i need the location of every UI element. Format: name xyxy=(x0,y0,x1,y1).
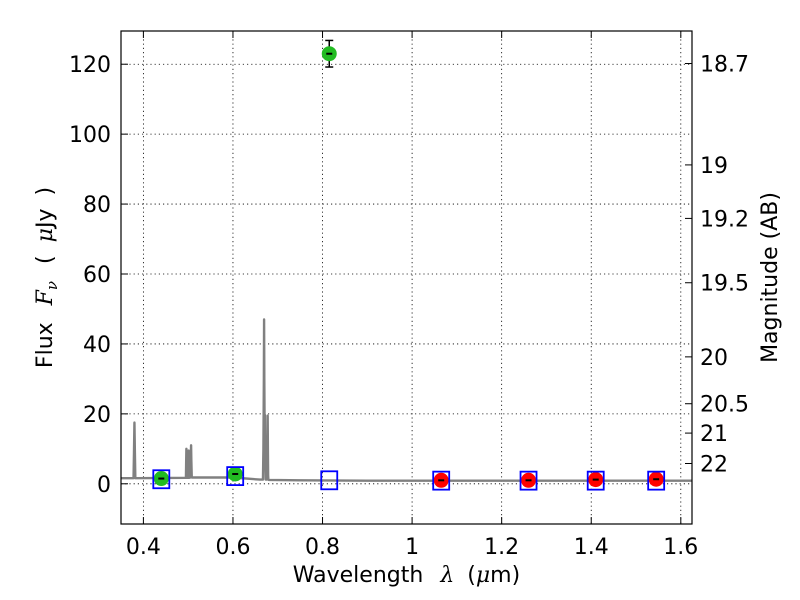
right-tick-label: 20 xyxy=(700,346,728,371)
model-square xyxy=(320,470,339,491)
right-axis-label: Magnitude (AB) xyxy=(758,192,783,363)
model-square xyxy=(152,469,171,490)
y-tick-label: 60 xyxy=(83,263,111,288)
y-axis-label-unit-open: ( xyxy=(33,255,58,264)
plot-frame xyxy=(120,30,693,525)
y-tick-label: 20 xyxy=(83,403,111,428)
y-axis-label-subscript: ν xyxy=(43,281,61,290)
right-tick-label: 22 xyxy=(700,453,728,478)
ticks: 0.4 0.6 0.8 1 1.2 1.4 1.6 0 20 40 60 80 100 120 18.7 19… xyxy=(69,31,749,560)
x-axis-label-unit-mu: μ xyxy=(476,563,490,588)
y-axis-label-symbol: F xyxy=(33,289,58,306)
grid xyxy=(121,31,692,524)
y-axis-label-unit-mu: μ xyxy=(33,228,58,242)
x-axis-label-word: Wavelength xyxy=(293,563,424,588)
x-tick-label: 1.6 xyxy=(663,535,698,560)
y-axis-label-unit-rest: Jy xyxy=(33,209,58,231)
plot-border xyxy=(120,30,693,525)
right-tick-label: 19.5 xyxy=(700,272,749,297)
x-tick-label: 0.6 xyxy=(215,535,250,560)
spectrum xyxy=(121,318,692,482)
right-tick-label: 19.2 xyxy=(700,207,749,232)
y-tick-label: 80 xyxy=(83,193,111,218)
model-square xyxy=(586,470,605,491)
y-tick-label: 0 xyxy=(97,473,111,498)
model-square xyxy=(647,470,666,491)
model-square xyxy=(519,470,538,491)
x-tick-label: 1.4 xyxy=(574,535,609,560)
model-square xyxy=(226,466,245,486)
y-axis-label-word: Flux xyxy=(33,322,58,368)
x-axis-label-unit-rest: m) xyxy=(490,563,520,588)
x-tick-label: 1.2 xyxy=(484,535,519,560)
spectrum-line xyxy=(121,318,692,482)
right-tick-label: 19 xyxy=(700,154,728,179)
x-tick-label: 0.8 xyxy=(305,535,340,560)
x-tick-label: 0.4 xyxy=(126,535,161,560)
right-tick-label: 18.7 xyxy=(700,53,749,78)
y-tick-label: 120 xyxy=(69,53,111,78)
y-axis-label-unit-close: ) xyxy=(33,187,58,196)
y-tick-label: 40 xyxy=(83,333,111,358)
y-tick-label: 100 xyxy=(69,123,111,148)
model-square xyxy=(432,470,451,491)
x-axis-label: Wavelength λ (μm) xyxy=(293,563,520,588)
x-axis-label-symbol: λ xyxy=(439,563,454,588)
data-points xyxy=(152,39,666,491)
x-axis-label-unit-open: ( xyxy=(467,563,476,588)
right-tick-label: 20.5 xyxy=(700,393,749,418)
right-tick-label: 21 xyxy=(700,422,728,447)
y-axis-label: Flux Fν ( μJy ) xyxy=(33,187,63,368)
x-tick-label: 1 xyxy=(405,535,419,560)
